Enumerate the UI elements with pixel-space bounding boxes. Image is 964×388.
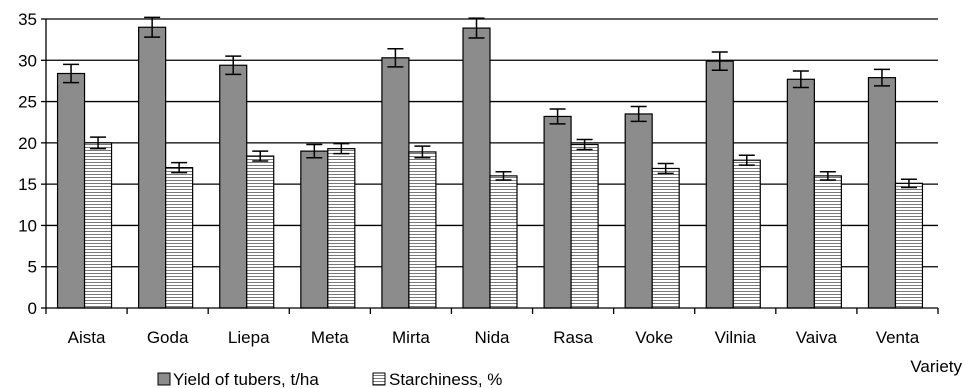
axes <box>45 19 938 309</box>
bar-yield <box>786 78 815 309</box>
x-tick-label: Nida <box>475 328 511 347</box>
y-tick-label: 30 <box>18 51 37 70</box>
x-tick-label: Vaiva <box>796 328 838 347</box>
bar-yield <box>219 64 248 309</box>
x-tick-label: Mirta <box>392 328 430 347</box>
x-tick-label: Voke <box>635 328 673 347</box>
bar-starchiness <box>813 175 842 309</box>
x-axis-ticks: Aista Goda Liepa Meta Mirta Nida Rasa Voke Vilni… <box>45 308 939 347</box>
x-tick-label: Meta <box>311 328 349 347</box>
x-tick-label: Rasa <box>553 328 593 347</box>
bar-starchiness <box>894 182 924 309</box>
y-tick-label: 15 <box>18 175 37 194</box>
bar-starchiness <box>732 159 761 309</box>
bar-starchiness <box>83 142 113 309</box>
x-tick-label: Aista <box>68 328 106 347</box>
x-tick-label: Venta <box>876 328 920 347</box>
legend-swatch-yield <box>157 372 171 386</box>
y-tick-label: 20 <box>18 134 37 153</box>
bar-yield <box>543 115 572 309</box>
y-tick-label: 0 <box>28 299 37 318</box>
bar-starchiness <box>327 148 356 309</box>
x-tick-label: Goda <box>147 328 189 347</box>
x-axis-label: Variety <box>910 357 962 376</box>
bar-yield <box>705 60 734 309</box>
bar-yield <box>867 77 897 309</box>
bar-yield <box>138 26 167 309</box>
y-tick-label: 5 <box>28 258 37 277</box>
legend: Yield of tubers, t/ha Starchiness, % <box>157 370 502 388</box>
bar-starchiness <box>489 175 518 309</box>
bar-yield <box>462 27 491 309</box>
bar-starchiness <box>246 155 275 309</box>
y-tick-label: 25 <box>18 93 37 112</box>
legend-swatch-starchiness <box>372 372 386 386</box>
bar-yield <box>381 57 410 309</box>
legend-label-yield: Yield of tubers, t/ha <box>173 370 319 388</box>
bar-starchiness <box>165 167 194 309</box>
bar-yield <box>56 72 86 309</box>
bar-yield <box>300 150 329 309</box>
y-tick-label: 10 <box>18 216 37 235</box>
bars <box>56 16 924 309</box>
bar-starchiness <box>408 151 437 309</box>
bar-yield <box>624 113 653 309</box>
legend-label-starchiness: Starchiness, % <box>389 370 502 388</box>
x-tick-label: Liepa <box>228 328 270 347</box>
y-tick-label: 35 <box>18 10 37 29</box>
bar-starchiness <box>651 167 680 309</box>
y-axis-ticks: 0 5 10 15 20 25 30 35 <box>18 10 46 318</box>
bar-starchiness <box>570 143 599 309</box>
x-tick-label: Vilnia <box>715 328 757 347</box>
